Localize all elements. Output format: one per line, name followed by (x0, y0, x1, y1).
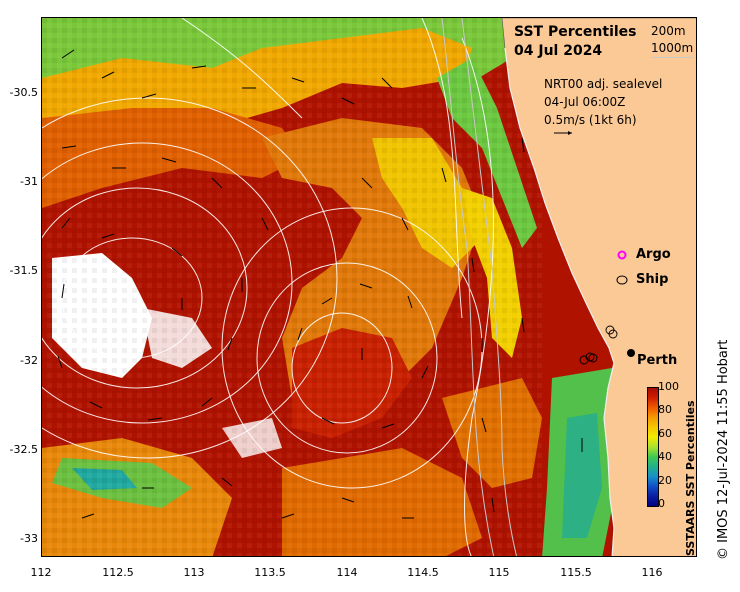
y-tick-label: -33 (20, 532, 38, 545)
colorbar-title: SSTAARS SST Percentiles (684, 400, 697, 557)
x-tick-label: 112 (30, 566, 52, 579)
y-tick-label: -31 (20, 175, 38, 188)
x-tick-label: 115.5 (560, 566, 592, 579)
legend-argo-label: Argo (636, 247, 671, 262)
colorbar-tick: 0 (658, 497, 665, 510)
y-tick-label: -31.5 (9, 264, 38, 277)
x-tick-label: 115 (488, 566, 510, 579)
imos-credit: © IMOS 12-Jul-2024 11:55 Hobart (716, 339, 731, 560)
colorbar-tick: 20 (658, 474, 672, 487)
x-tick-label: 112.5 (102, 566, 134, 579)
isobath-label-1000: 1000m (651, 41, 694, 55)
x-tick-label: 116 (641, 566, 663, 579)
colorbar-tick: 80 (658, 403, 672, 416)
map-panel (41, 17, 697, 557)
isobath-legend-line (651, 57, 693, 58)
argo-symbol (617, 250, 627, 260)
isobaths (441, 18, 518, 556)
current-scale: 0.5m/s (1kt 6h) (544, 113, 637, 127)
y-tick-label: -30.5 (9, 86, 38, 99)
map-date: 04 Jul 2024 (514, 43, 603, 59)
ship-track (579, 325, 618, 365)
ship-symbol (616, 275, 628, 285)
map-title: SST Percentiles (514, 24, 637, 40)
perth-marker (627, 349, 635, 357)
x-tick-label: 114 (336, 566, 358, 579)
city-label-perth: Perth (637, 353, 678, 368)
isobath-label-200: 200m (651, 24, 686, 38)
colorbar-tick: 100 (658, 380, 679, 393)
y-tick-label: -32.5 (9, 443, 38, 456)
x-tick-label: 113.5 (254, 566, 286, 579)
sst-region-south-shelf-teal (562, 413, 602, 538)
legend-ship-label: Ship (636, 272, 669, 287)
sst-map (42, 18, 696, 556)
colorbar (647, 387, 659, 507)
colorbar-tick: 40 (658, 450, 672, 463)
coast-edge (504, 47, 615, 556)
current-vectors (57, 49, 583, 519)
current-source: NRT00 adj. sealevel (544, 77, 663, 91)
x-tick-label: 114.5 (407, 566, 439, 579)
y-tick-label: -32 (20, 354, 38, 367)
current-time: 04-Jul 06:00Z (544, 95, 626, 109)
colorbar-tick: 60 (658, 427, 672, 440)
x-tick-label: 113 (183, 566, 205, 579)
